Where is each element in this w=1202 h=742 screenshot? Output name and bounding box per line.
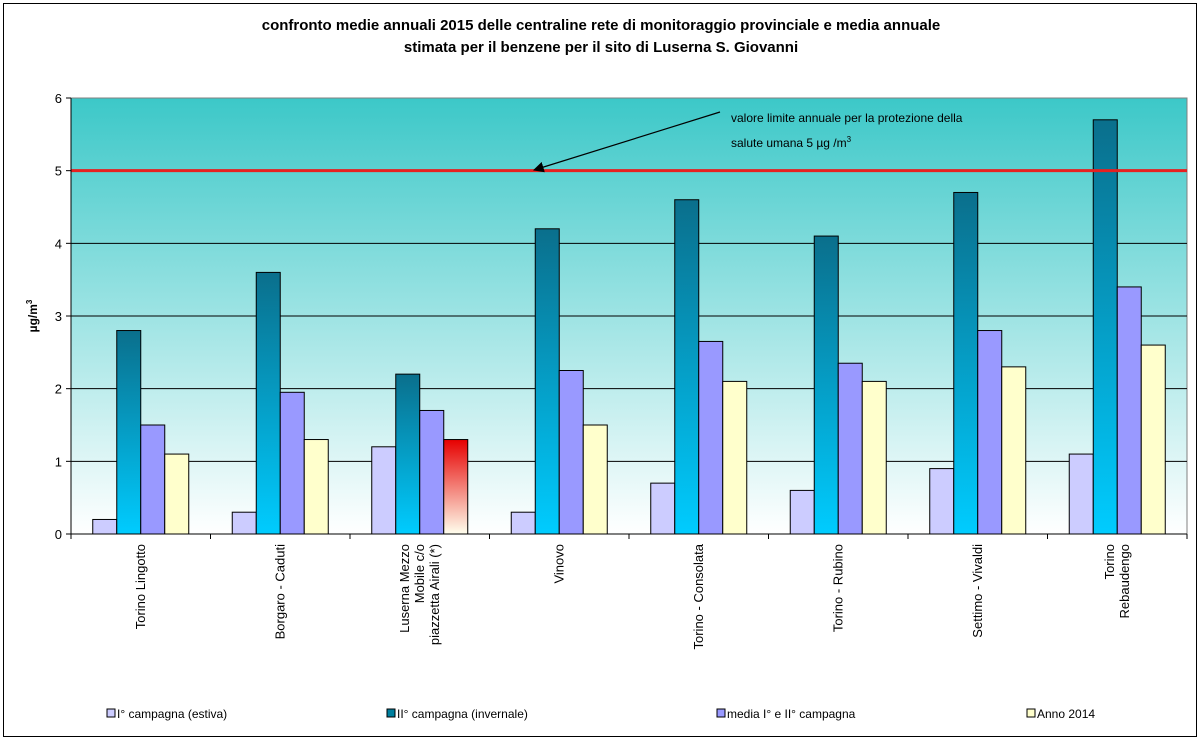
bar-2-8 [1092,119,1118,535]
bar-4-8 [1140,344,1166,535]
bar-3-2 [279,391,305,535]
legend-label-3: media I° e II° campagna [727,707,856,721]
chart-frame: confronto medie annuali 2015 delle centr… [3,3,1197,737]
bar-2-1 [116,330,142,535]
bar-1-1 [92,518,118,535]
y-tick-label: 1 [55,454,62,469]
y-axis-label: µg/m3 [25,299,40,332]
y-axis-ticks: 0 1 2 3 4 5 6 [55,91,71,542]
bar-4-1 [164,453,190,535]
legend: I° campagna (estiva) II° campagna (invern… [106,707,1095,721]
chart-svg: confronto medie annuali 2015 delle centr… [25,17,1188,721]
y-tick-label: 3 [55,309,62,324]
legend-swatch-3 [716,708,726,718]
annotation-arrow [532,111,721,173]
bar-1-2 [231,511,257,535]
bar-3-7 [977,330,1003,535]
x-axis-ticks: Torino Lingotto Borgaro - Caduti Luserna M… [70,534,1188,650]
legend-label-2: II° campagna (invernale) [397,707,528,721]
bar-3-8 [1116,286,1142,535]
bar-2-3 [395,373,421,535]
bar-4-3 [443,439,469,535]
bar-1-5 [650,482,676,535]
x-tick-label: Mobile c/o [412,544,427,603]
bar-3-4 [558,370,584,535]
annotation-line1: valore limite annuale per la protezione … [731,111,963,125]
legend-swatch-4 [1026,708,1036,718]
x-tick-label: Torino - Rubino [830,544,845,632]
bar-4-5 [722,380,748,535]
x-tick-label: Luserna Mezzo [397,544,412,633]
bar-2-7 [953,191,979,535]
y-tick-label: 6 [55,91,62,106]
bar-2-2 [255,271,281,535]
x-tick-label: Torino Lingotto [133,544,148,629]
bar-4-2 [303,439,329,535]
y-tick-label: 2 [55,382,62,397]
bar-3-1 [140,424,166,535]
bar-4-6 [861,380,887,535]
legend-swatch-2 [386,708,396,718]
bar-2-5 [674,199,700,535]
bar-1-7 [929,468,955,535]
y-tick-label: 0 [55,527,62,542]
x-tick-label: Borgaro - Caduti [272,544,287,639]
bars [92,119,1166,535]
x-tick-label: Torino - Consolata [691,543,706,649]
bar-3-5 [698,340,724,535]
bar-1-6 [789,489,815,535]
legend-label-4: Anno 2014 [1037,707,1095,721]
bar-1-4 [510,511,536,535]
bar-3-3 [419,409,445,535]
bar-2-4 [534,228,560,535]
x-tick-label: Settimo - Vivaldi [970,544,985,638]
legend-label-1: I° campagna (estiva) [117,707,227,721]
x-tick-label: piazzetta Airali (*) [427,544,442,645]
x-tick-label: Rebaudengo [1117,544,1132,618]
y-tick-label: 4 [55,236,62,251]
legend-swatch-1 [106,708,116,718]
chart-title-line1: confronto medie annuali 2015 delle centr… [262,17,941,34]
y-tick-label: 5 [55,164,62,179]
bar-4-4 [582,424,608,535]
bar-1-8 [1068,453,1094,535]
bar-4-7 [1001,366,1027,535]
bar-1-3 [371,446,397,535]
x-tick-label: Vinovo [551,544,566,584]
bar-3-6 [837,362,863,535]
chart-title-line2: stimata per il benzene per il sito di Lu… [404,39,798,56]
annotation-line2: salute umana 5 µg /m3 [731,135,852,150]
x-tick-label: Torino [1102,544,1117,579]
bar-2-6 [813,235,839,535]
